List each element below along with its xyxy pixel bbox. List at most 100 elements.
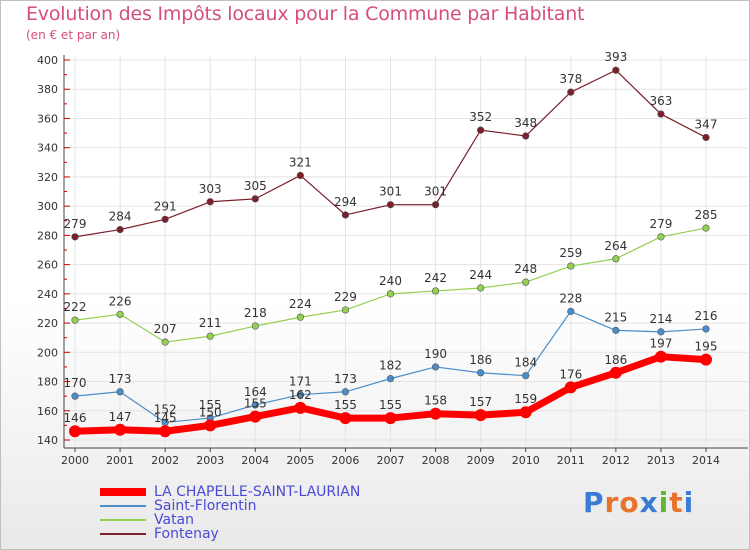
data-label: 155 (244, 397, 267, 411)
data-point (431, 363, 440, 371)
y-tick-label: 300 (37, 200, 58, 213)
legend-label: Saint-Florentin (154, 498, 257, 514)
data-label: 162 (289, 388, 312, 402)
data-point (116, 310, 124, 318)
data-point (386, 290, 395, 298)
data-point (204, 419, 217, 432)
data-label: 291 (154, 199, 177, 213)
data-point (71, 392, 79, 400)
y-tick-label: 220 (37, 317, 58, 330)
x-tick-label: 2012 (602, 454, 630, 467)
data-point (116, 388, 124, 396)
data-point (522, 372, 530, 380)
data-label: 303 (199, 182, 222, 196)
data-label: 279 (649, 217, 672, 231)
x-tick-label: 2006 (331, 454, 359, 467)
data-label: 176 (559, 367, 582, 381)
data-label: 155 (334, 398, 357, 412)
data-label: 173 (334, 372, 357, 386)
data-label: 197 (649, 337, 672, 351)
data-point (161, 215, 169, 223)
x-tick-label: 2010 (512, 454, 540, 467)
y-tick-label: 200 (37, 346, 58, 359)
data-point (477, 284, 485, 292)
data-label: 155 (379, 398, 402, 412)
data-label: 248 (514, 262, 537, 276)
data-point (69, 425, 81, 438)
data-label: 348 (514, 116, 537, 130)
data-point (206, 332, 214, 340)
data-point (249, 410, 262, 423)
y-tick-label: 260 (37, 259, 58, 272)
data-point (567, 307, 575, 315)
data-point (71, 316, 79, 324)
data-point (702, 224, 710, 232)
data-label: 240 (379, 274, 402, 288)
data-label: 152 (154, 402, 177, 416)
data-label: 158 (424, 394, 447, 408)
data-point (251, 401, 259, 409)
data-point (386, 201, 395, 209)
x-tick-label: 2008 (422, 454, 450, 467)
y-tick-label: 160 (37, 405, 58, 418)
data-label: 155 (199, 398, 222, 412)
x-tick-label: 2005 (286, 454, 314, 467)
data-label: 301 (379, 185, 402, 199)
data-point (612, 255, 620, 263)
legend-label: LA CHAPELLE-SAINT-LAURIAN (154, 484, 361, 500)
data-point (474, 409, 487, 422)
legend-label: Fontenay (154, 526, 219, 542)
data-label: 216 (695, 309, 718, 323)
data-label: 207 (154, 322, 177, 336)
data-label: 285 (695, 208, 718, 222)
y-tick-label: 280 (37, 229, 58, 242)
data-label: 215 (604, 310, 627, 324)
series-fontenay: 279 284 291 303 305 321 294 301 301 352 348 378 393 3… (64, 50, 718, 241)
data-label: 211 (199, 316, 222, 330)
data-label: 222 (64, 300, 87, 314)
data-label: 159 (514, 392, 537, 406)
y-tick-label: 380 (37, 83, 58, 96)
data-label: 352 (469, 110, 492, 124)
logo-letter: o (619, 486, 640, 519)
data-point (296, 391, 304, 399)
data-point (159, 425, 172, 438)
chart-title: Evolution des Impôts locaux pour la Comm… (26, 3, 585, 25)
data-label: 170 (64, 376, 87, 390)
data-label: 182 (379, 359, 402, 373)
chart-subtitle: (en € et par an) (26, 28, 121, 42)
data-label: 259 (559, 246, 582, 260)
legend-label: Vatan (154, 512, 195, 528)
x-tick-label: 2014 (692, 454, 720, 467)
data-point (431, 287, 440, 295)
data-point (341, 388, 350, 396)
data-label: 157 (469, 395, 492, 409)
data-label: 228 (559, 291, 582, 305)
data-point (657, 110, 665, 118)
data-point (294, 401, 307, 414)
y-tick-label: 360 (37, 112, 58, 125)
data-label: 305 (244, 179, 267, 193)
data-point (477, 369, 485, 377)
x-tick-label: 2003 (196, 454, 224, 467)
data-point (341, 306, 350, 314)
data-label: 284 (109, 210, 132, 224)
data-point (206, 198, 214, 206)
data-point (429, 407, 442, 420)
data-point (519, 406, 532, 419)
y-tick-label: 180 (37, 376, 58, 389)
data-point (251, 195, 259, 203)
x-tick-label: 2001 (106, 454, 134, 467)
y-tick-label: 140 (37, 434, 58, 447)
data-point (296, 171, 304, 180)
data-label: 214 (649, 312, 672, 326)
data-point (251, 322, 259, 330)
data-point (612, 66, 620, 74)
legend-item: Saint-Florentin (100, 499, 360, 513)
data-label: 347 (695, 117, 718, 131)
data-label: 393 (604, 50, 627, 64)
data-label: 218 (244, 306, 267, 320)
